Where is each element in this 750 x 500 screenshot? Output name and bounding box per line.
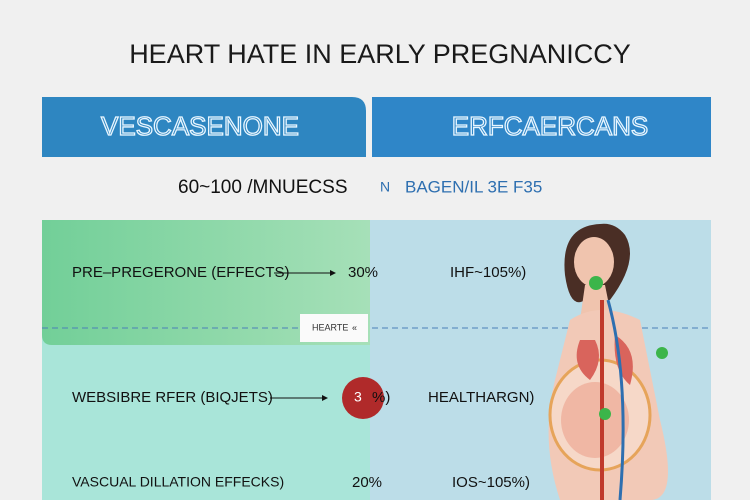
divider-box: [300, 314, 368, 342]
woman-illustration: [548, 223, 668, 500]
right-header: ERFCAERCANS: [452, 111, 648, 141]
subtitle-mark: N: [380, 179, 390, 195]
row-right: IOS~105%): [452, 474, 530, 491]
divider-label: HEARTE: [312, 322, 348, 332]
row-value: %): [372, 389, 390, 406]
arrow-head: [322, 395, 328, 401]
row-right: HEALTHARGN): [428, 389, 534, 406]
subtitle-range: 60~100 /MNUECSS: [178, 177, 348, 198]
left-top-panel: [42, 220, 370, 345]
arrow-head: [330, 270, 336, 276]
subtitle-note: BAGEN/IL 3E F35: [405, 177, 542, 196]
row-label: WEBSIBRE RFER (BIQJETS): [72, 389, 273, 406]
divider-icon: «: [352, 322, 357, 332]
left-header-bar: [42, 97, 366, 157]
row-label: PRE–PREGERONE (EFFECTS): [72, 264, 290, 281]
right-header-bar: [372, 97, 711, 157]
row-right: IHF~105%): [450, 264, 526, 281]
badge-text: 3: [354, 389, 362, 405]
row-value: 20%: [352, 474, 382, 491]
title: HEART HATE IN EARLY PREGNANICCY: [129, 39, 631, 69]
row-label: VASCUAL DILLATION EFFECKS): [72, 474, 284, 490]
badge: [342, 377, 384, 419]
left-header: VESCASENONE: [101, 111, 299, 141]
row-value: 30%: [348, 264, 378, 281]
